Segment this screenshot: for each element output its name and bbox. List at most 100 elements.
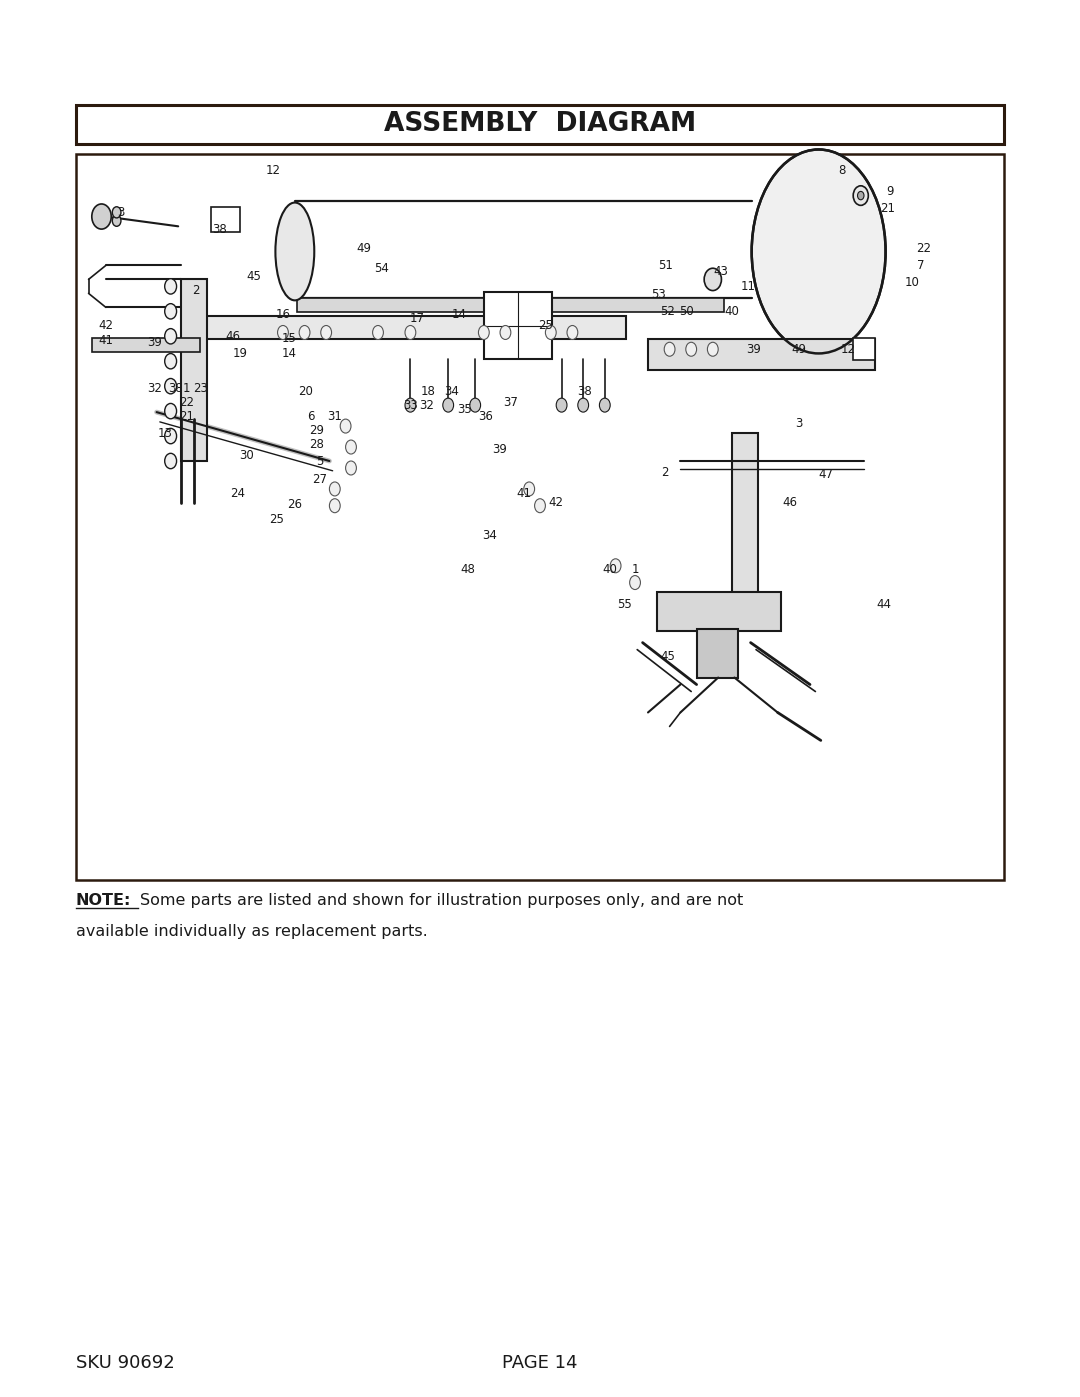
Text: 30: 30 — [239, 448, 254, 462]
Text: 8: 8 — [839, 163, 846, 177]
Circle shape — [610, 559, 621, 573]
Text: 40: 40 — [725, 305, 740, 319]
Text: 9: 9 — [887, 184, 893, 198]
Text: 42: 42 — [549, 496, 564, 510]
Circle shape — [630, 576, 640, 590]
Text: available individually as replacement parts.: available individually as replacement pa… — [76, 923, 428, 939]
Bar — [732, 433, 758, 622]
Text: 33: 33 — [403, 398, 418, 412]
Circle shape — [165, 429, 177, 444]
Text: 16: 16 — [275, 307, 291, 321]
Text: 52: 52 — [660, 305, 675, 319]
Circle shape — [112, 207, 121, 218]
Text: 25: 25 — [269, 513, 284, 527]
Text: 42: 42 — [98, 319, 113, 332]
Text: 31: 31 — [327, 409, 342, 423]
Text: 13: 13 — [158, 426, 173, 440]
Text: 46: 46 — [226, 330, 241, 344]
Text: 45: 45 — [660, 650, 675, 664]
Text: 22: 22 — [916, 242, 931, 256]
Text: 32: 32 — [147, 381, 162, 395]
Text: 40: 40 — [603, 563, 618, 577]
Text: 22: 22 — [179, 395, 194, 409]
Text: 38: 38 — [577, 384, 592, 398]
Text: 15: 15 — [282, 331, 297, 345]
Circle shape — [704, 268, 721, 291]
Text: 7: 7 — [918, 258, 924, 272]
Text: 49: 49 — [792, 342, 807, 356]
Text: 2: 2 — [192, 284, 199, 298]
Text: 12: 12 — [840, 342, 855, 356]
Text: 34: 34 — [482, 528, 497, 542]
Text: 20: 20 — [298, 384, 313, 398]
Bar — [297, 298, 724, 312]
Bar — [211, 207, 240, 232]
Bar — [76, 154, 1004, 880]
Text: 37: 37 — [503, 395, 518, 409]
Circle shape — [405, 326, 416, 339]
Text: 1: 1 — [632, 563, 638, 577]
Circle shape — [599, 398, 610, 412]
Text: 1: 1 — [184, 381, 190, 395]
Circle shape — [278, 326, 288, 339]
Text: 41: 41 — [516, 486, 531, 500]
Circle shape — [165, 379, 177, 394]
Text: 43: 43 — [713, 264, 728, 278]
Bar — [200, 316, 626, 339]
Text: 39: 39 — [746, 342, 761, 356]
Text: 25: 25 — [538, 319, 553, 332]
Text: 46: 46 — [782, 496, 797, 510]
Text: 29: 29 — [309, 423, 324, 437]
Text: 45: 45 — [246, 270, 261, 284]
Ellipse shape — [275, 203, 314, 300]
Text: 44: 44 — [876, 598, 891, 612]
Text: 32: 32 — [419, 398, 434, 412]
Bar — [92, 338, 200, 352]
Circle shape — [578, 398, 589, 412]
Text: 41: 41 — [98, 334, 113, 348]
Bar — [657, 592, 781, 631]
Circle shape — [556, 398, 567, 412]
Text: 36: 36 — [478, 409, 494, 423]
Text: 11: 11 — [741, 279, 756, 293]
Circle shape — [567, 326, 578, 339]
Text: 6: 6 — [308, 409, 314, 423]
Text: PAGE 14: PAGE 14 — [502, 1355, 578, 1372]
Text: 54: 54 — [374, 261, 389, 275]
Text: 2: 2 — [662, 465, 669, 479]
Bar — [181, 279, 207, 461]
Text: ASSEMBLY  DIAGRAM: ASSEMBLY DIAGRAM — [383, 112, 697, 137]
Circle shape — [112, 215, 121, 226]
Text: 47: 47 — [819, 468, 834, 482]
Bar — [76, 105, 1004, 144]
Text: 5: 5 — [316, 454, 323, 468]
Text: 26: 26 — [287, 497, 302, 511]
Text: 50: 50 — [679, 305, 694, 319]
Text: 48: 48 — [460, 563, 475, 577]
Text: Some parts are listed and shown for illustration purposes only, and are not: Some parts are listed and shown for illu… — [140, 893, 744, 908]
Circle shape — [329, 499, 340, 513]
Text: 21: 21 — [179, 409, 194, 423]
Circle shape — [165, 279, 177, 295]
Circle shape — [373, 326, 383, 339]
Circle shape — [321, 326, 332, 339]
Text: 3: 3 — [796, 416, 802, 430]
Circle shape — [545, 326, 556, 339]
Text: 38: 38 — [168, 381, 184, 395]
Circle shape — [165, 404, 177, 419]
Ellipse shape — [752, 149, 886, 353]
Circle shape — [664, 342, 675, 356]
Circle shape — [500, 326, 511, 339]
Circle shape — [92, 204, 111, 229]
Text: 38: 38 — [212, 222, 227, 236]
Circle shape — [165, 353, 177, 369]
Text: SKU 90692: SKU 90692 — [76, 1355, 174, 1372]
Circle shape — [340, 419, 351, 433]
Circle shape — [165, 453, 177, 469]
Text: 17: 17 — [409, 312, 424, 326]
Circle shape — [165, 328, 177, 344]
Circle shape — [299, 326, 310, 339]
Text: 28: 28 — [309, 437, 324, 451]
Circle shape — [405, 398, 416, 412]
Circle shape — [524, 482, 535, 496]
